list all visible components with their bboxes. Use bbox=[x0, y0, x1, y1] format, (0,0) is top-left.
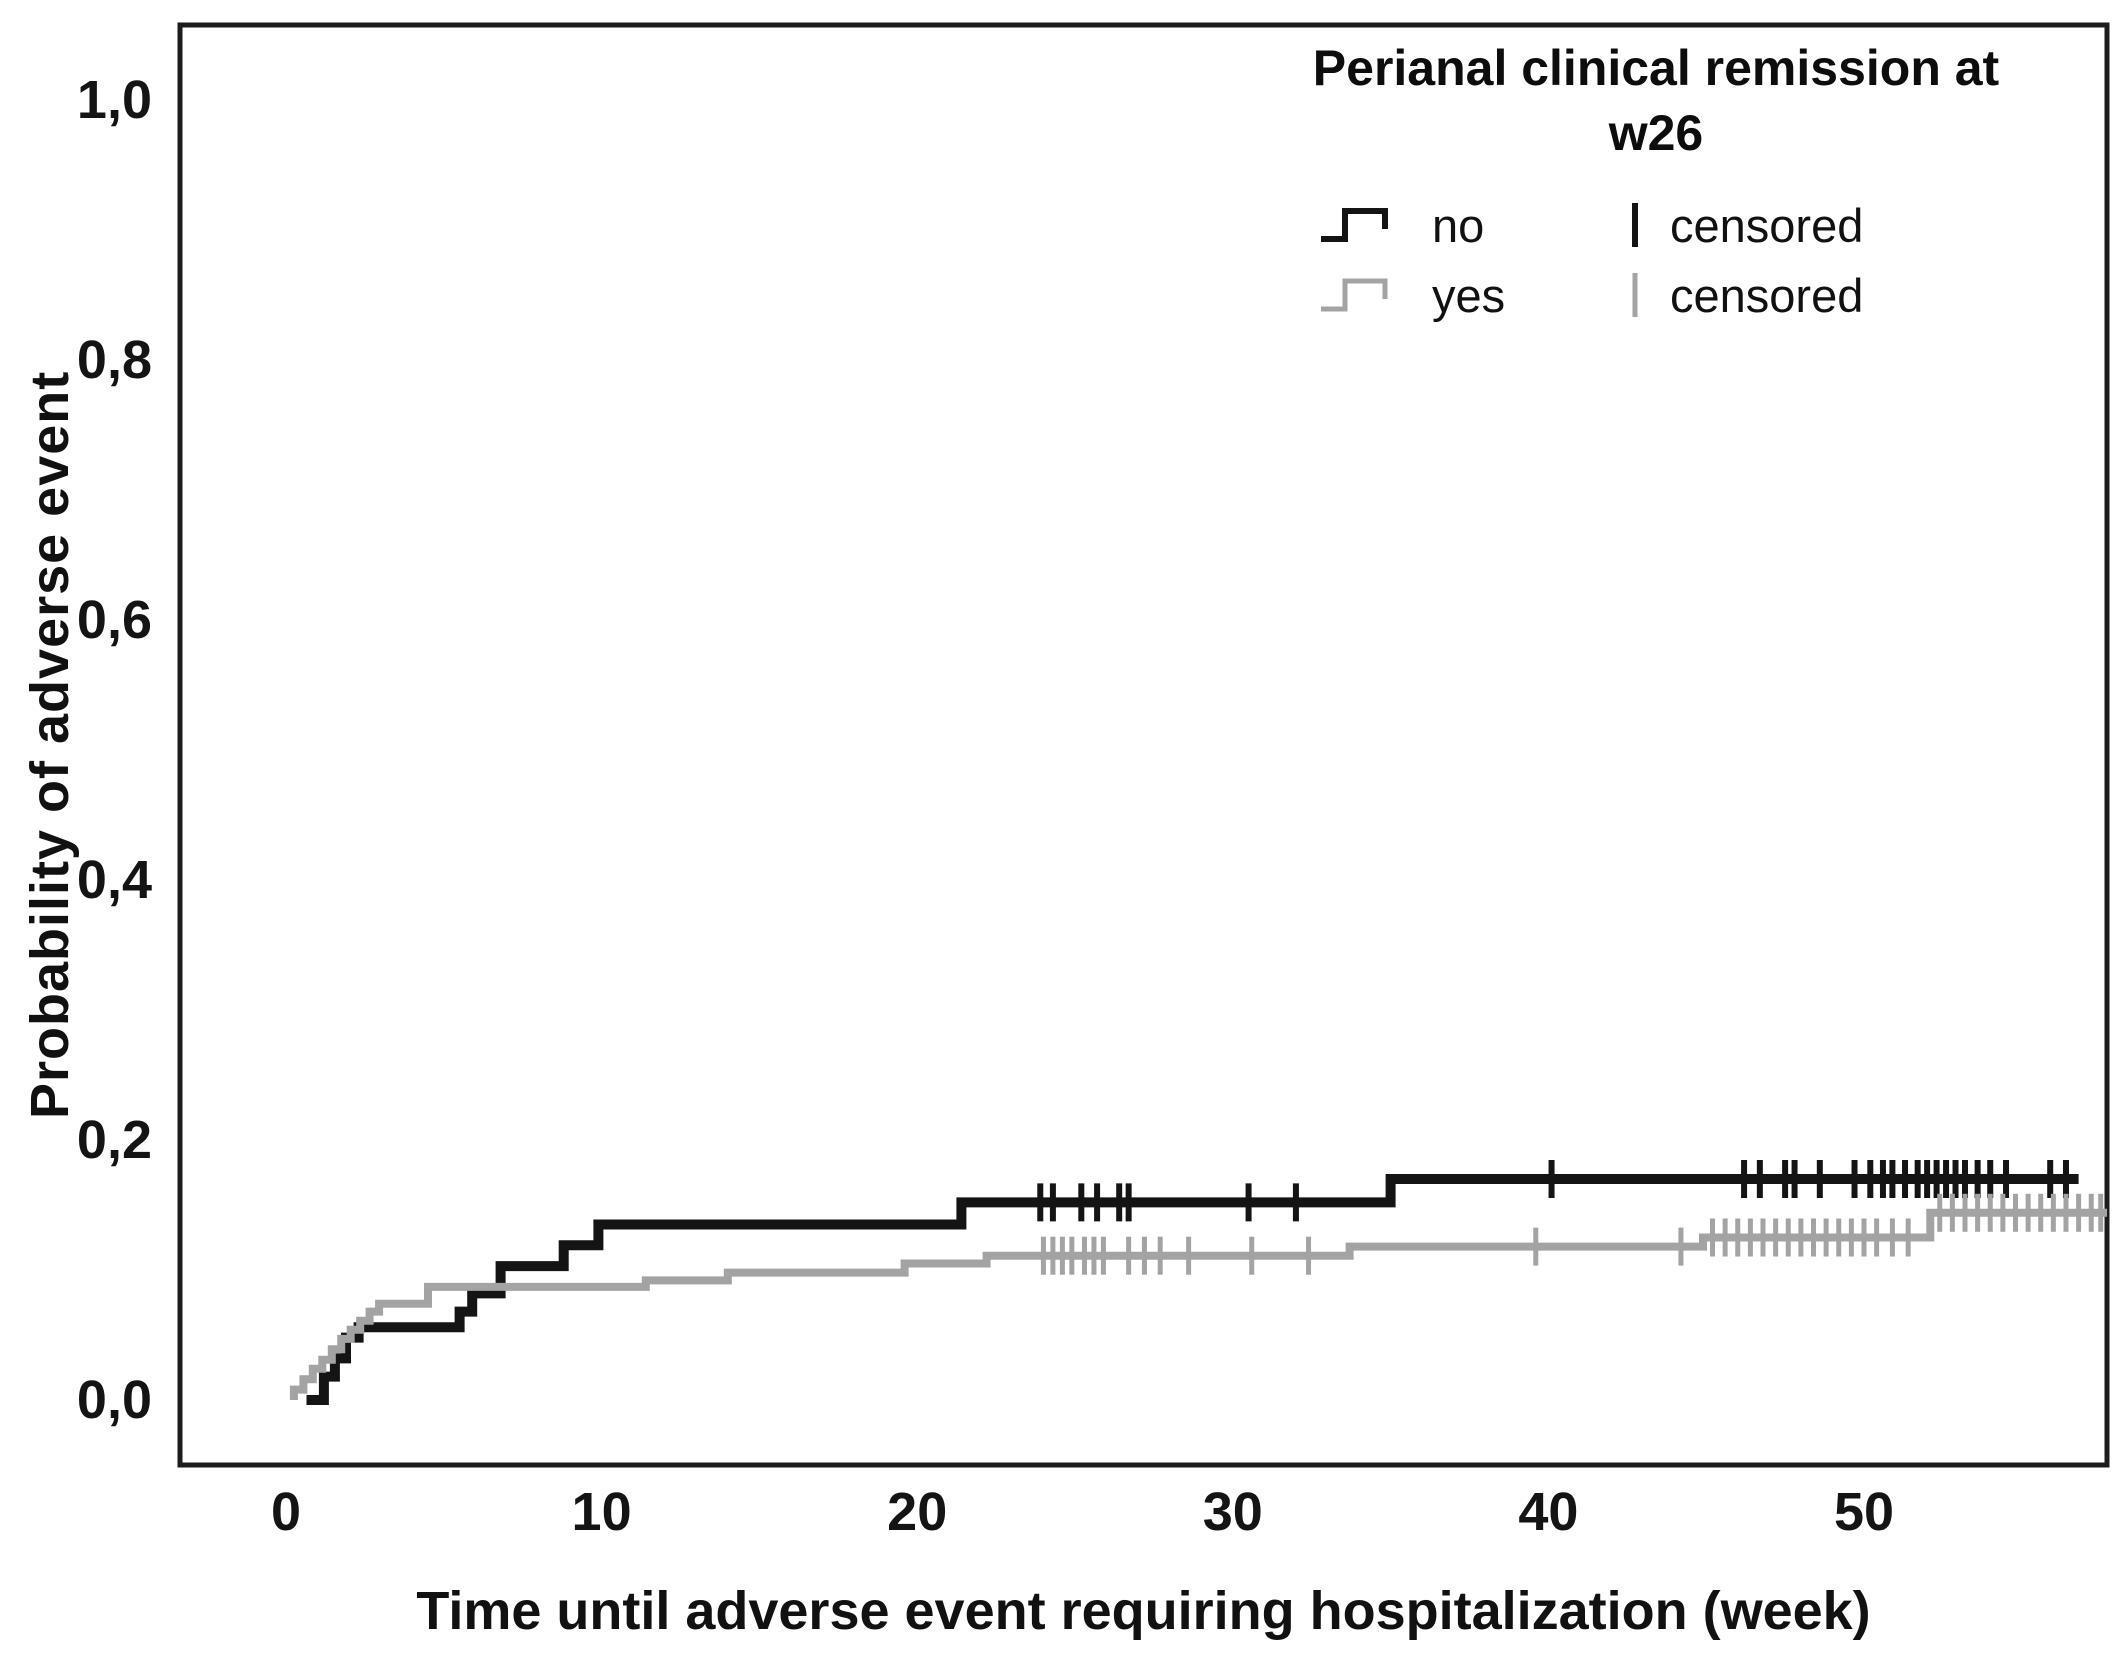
legend: Perianal clinical remission at w26 no ce… bbox=[1200, 36, 2112, 324]
x-tick-label: 20 bbox=[887, 1482, 947, 1542]
step-line-glyph bbox=[1321, 208, 1388, 242]
y-tick-label: 0,4 bbox=[77, 850, 152, 910]
y-axis-title: Probability of adverse event bbox=[20, 370, 80, 1120]
x-axis-title: Time until adverse event requiring hospi… bbox=[416, 1581, 1871, 1641]
legend-entries: no censored yes censored bbox=[1200, 196, 2112, 324]
censored-tick-icon bbox=[1632, 273, 1638, 317]
x-tick-label: 50 bbox=[1834, 1482, 1894, 1542]
legend-title: Perianal clinical remission at w26 bbox=[1200, 36, 2112, 166]
plot-border bbox=[177, 22, 2110, 1468]
x-tick-label: 10 bbox=[572, 1482, 632, 1542]
y-tick-label: 0,8 bbox=[77, 330, 152, 390]
legend-label-censored-yes: censored bbox=[1670, 268, 1864, 322]
y-tick-label: 0,6 bbox=[77, 590, 152, 650]
x-tick-label: 40 bbox=[1518, 1482, 1578, 1542]
legend-title-line2: w26 bbox=[1608, 105, 1704, 161]
legend-label-yes: yes bbox=[1432, 268, 1506, 322]
step-line-icon bbox=[1321, 278, 1388, 312]
km-curve-yes bbox=[289, 1208, 2107, 1400]
x-tick-label: 30 bbox=[1203, 1482, 1263, 1542]
legend-title-line1: Perianal clinical remission at bbox=[1312, 40, 2000, 96]
censored-tick-icon bbox=[1632, 203, 1638, 247]
y-tick-label: 0,0 bbox=[77, 1370, 152, 1430]
legend-entry-no: no censored bbox=[1318, 196, 2112, 254]
legend-entry-yes: yes censored bbox=[1318, 266, 2112, 324]
y-tick-label: 1,0 bbox=[77, 70, 152, 130]
legend-label-censored-no: censored bbox=[1670, 198, 1864, 252]
x-tick-label: 0 bbox=[271, 1482, 301, 1542]
step-line-icon bbox=[1321, 208, 1388, 242]
legend-label-no: no bbox=[1432, 198, 1485, 252]
step-line-glyph bbox=[1321, 278, 1388, 312]
y-tick-label: 0,2 bbox=[77, 1110, 152, 1170]
